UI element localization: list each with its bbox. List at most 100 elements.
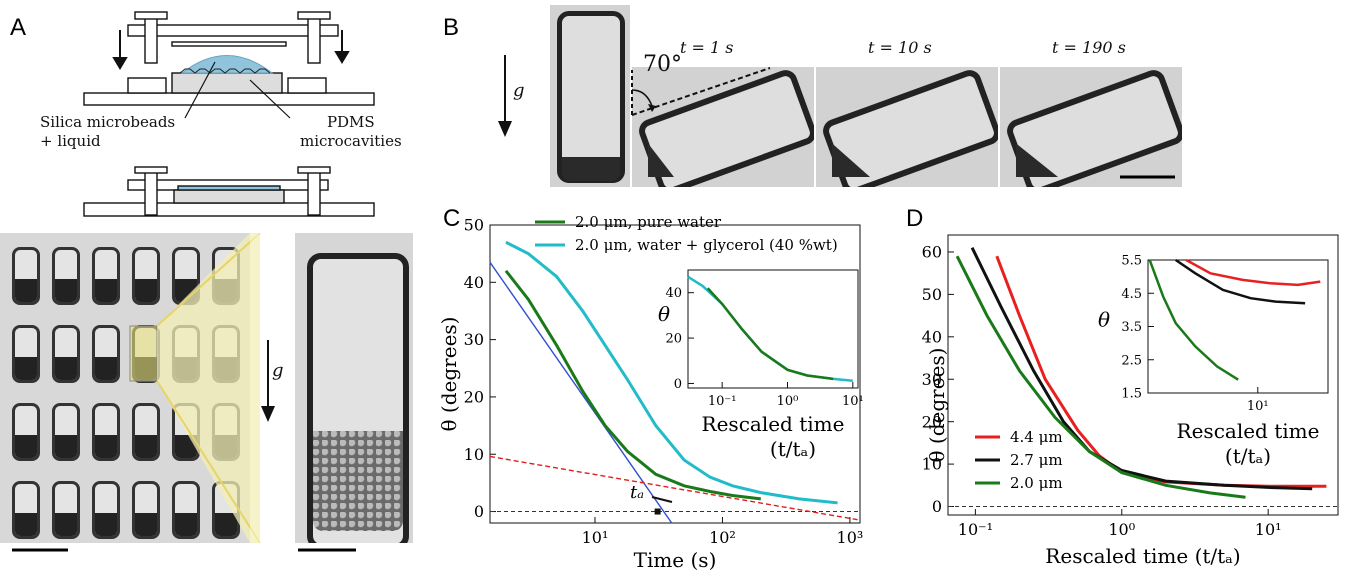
y-tick-label: 2.5 (1121, 353, 1142, 368)
series-line (504, 269, 761, 501)
x-tick-label: 10³ (837, 528, 864, 547)
clamp-top-assembly (83, 11, 375, 106)
y-tick-label: 40 (665, 286, 682, 301)
ta-arrow (651, 496, 673, 503)
y-axis-label: θ (degrees) (440, 317, 461, 432)
inset-x-label: Rescaled time (1177, 419, 1320, 443)
ta-marker (654, 508, 661, 515)
y-tick-label: 4.5 (1121, 287, 1142, 302)
cavity (52, 325, 80, 383)
y-tick-label: 0 (474, 502, 484, 521)
gravity-arrow-b-icon (498, 55, 512, 137)
x-tick-label: 10⁻¹ (708, 394, 737, 409)
zoom-highlight (129, 233, 261, 543)
inset-series-line (1148, 259, 1239, 381)
frame-time-1: t = 1 s (680, 38, 734, 57)
frame-tilted (632, 67, 814, 187)
cavity (12, 325, 40, 383)
scale-bar-b (1120, 175, 1175, 179)
axes-frame (687, 269, 859, 389)
cavity (92, 481, 120, 539)
x-axis-label: Rescaled time (t/tₐ) (1045, 544, 1240, 568)
cavity (132, 247, 160, 305)
x-tick-label: 10¹ (1255, 520, 1282, 539)
single-cavity-zoom (295, 233, 413, 543)
y-tick-label: 10 (922, 455, 942, 474)
cavity (172, 481, 200, 539)
panel-label-c: C (443, 205, 461, 232)
y-axis-label: θ (degrees) (925, 348, 949, 463)
cavity (52, 403, 80, 461)
inset-y-label: θ (658, 302, 670, 326)
x-tick-label: 10¹ (842, 394, 864, 409)
cavity (92, 403, 120, 461)
y-tick-label: 20 (922, 412, 942, 431)
y-tick-label: 20 (464, 388, 484, 407)
gravity-arrow-a-icon (261, 340, 275, 422)
series-line (505, 240, 838, 505)
y-tick-label: 50 (922, 285, 942, 304)
x-tick-label: 10⁻¹ (958, 520, 993, 539)
frame-upright (550, 5, 630, 187)
x-tick-label: 10¹ (1247, 399, 1269, 414)
panel-a-schematic (83, 11, 375, 217)
series-line (955, 255, 1246, 499)
gravity-label-a: g (272, 360, 284, 381)
inset-series-line (1174, 258, 1306, 305)
y-tick-label: 50 (464, 216, 484, 235)
y-tick-label: 0 (674, 377, 682, 392)
fit-line (489, 261, 673, 524)
chart-c: 10¹ 10² 10³ 0 10 20 30 40 50 tₐ Time (s) θ (degrees… (440, 213, 864, 572)
cavity (92, 325, 120, 383)
inset-x-label-2: (t/tₐ) (770, 437, 816, 461)
cavity (132, 481, 160, 539)
x-tick-label: 10⁰ (1108, 520, 1135, 539)
cavity (12, 247, 40, 305)
axes-frame (489, 224, 861, 524)
gravity-label-b: g (513, 80, 525, 101)
angle-label: 70° (643, 52, 682, 77)
y-tick-label: 1.5 (1121, 387, 1142, 402)
cavity (92, 247, 120, 305)
label-pdms-microcavities: PDMS microcavities (300, 113, 402, 150)
panel-label-a: A (10, 14, 27, 41)
panel-label-b: B (443, 14, 460, 41)
frame-time-2: t = 10 s (868, 38, 932, 57)
frame-time-3: t = 190 s (1052, 38, 1126, 57)
y-tick-label: 0 (932, 497, 942, 516)
cavity (12, 403, 40, 461)
y-tick-label: 60 (922, 243, 942, 262)
scale-bars-a (12, 548, 356, 552)
y-tick-label: 20 (665, 332, 682, 347)
cavity (132, 403, 160, 461)
inset-x-label: Rescaled time (702, 412, 845, 436)
chart-d: 10⁻¹ 10⁰ 10¹ 0 10 20 30 40 50 60 Rescaled time (t/… (922, 234, 1339, 568)
axes-frame (947, 234, 1339, 516)
frame-tilted (1000, 67, 1182, 187)
x-tick-label: 10¹ (582, 528, 609, 547)
inset-y-label: θ (1098, 308, 1110, 332)
legend-entry: 2.7 μm (1010, 451, 1063, 469)
inset-series-line (1185, 258, 1321, 287)
cavity (52, 247, 80, 305)
inset-x-label-2: (t/tₐ) (1225, 444, 1271, 468)
x-axis-label: Time (s) (634, 548, 717, 572)
frame-tilted (816, 67, 998, 187)
y-tick-label: 3.5 (1121, 320, 1142, 335)
y-tick-label: 40 (922, 327, 942, 346)
y-tick-label: 40 (464, 273, 484, 292)
angle-indicator (631, 67, 771, 116)
label-silica-microbeads: Silica microbeads + liquid (40, 113, 176, 150)
legend-entry: 2.0 μm, water + glycerol (40 %wt) (575, 236, 838, 254)
y-tick-label: 5.5 (1121, 254, 1142, 269)
x-tick-label: 10² (709, 528, 736, 547)
fit-line (489, 455, 861, 521)
clamp-bottom-assembly (83, 166, 375, 217)
inset-series-line (706, 287, 834, 381)
cavity (12, 481, 40, 539)
legend-entry: 2.0 μm (1010, 474, 1063, 492)
panel-label-d: D (906, 205, 924, 232)
cavity (52, 481, 80, 539)
legend-entry: 4.4 μm (1010, 428, 1063, 446)
y-tick-label: 30 (464, 330, 484, 349)
